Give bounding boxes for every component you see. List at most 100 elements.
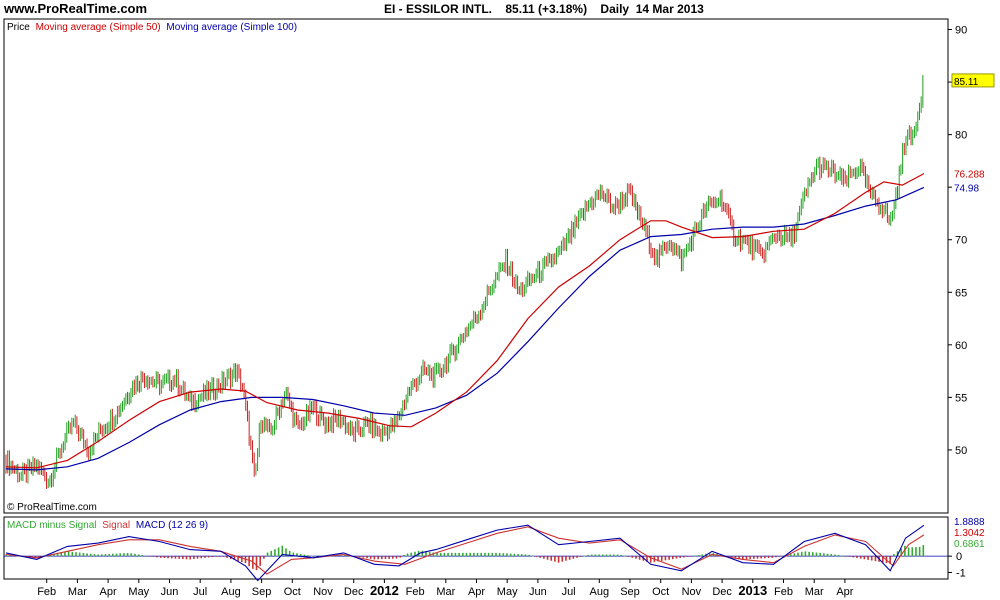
macd-hist-bar [299,553,302,557]
macd-hist-bar [539,556,541,558]
macd-hist-bar [104,554,107,557]
macd-hist-bar [495,552,497,557]
site-name[interactable]: www.ProRealTime.com [4,1,148,16]
macd-hist-bar [277,547,280,557]
macd-hist-bar [572,556,575,559]
macd-hist-bar [848,556,851,557]
macd-hist-bar [152,556,155,557]
price-last-box [952,166,994,180]
macd-hist-bar [686,556,689,557]
macd-hist-bar [406,553,409,557]
macd-hist-bar [141,555,144,557]
macd-hist-bar [889,556,891,564]
macd-hist-bar [145,555,147,557]
macd-hist-bar [550,556,553,561]
macd-hist-bar [856,556,858,559]
macd-hist-bar [237,556,239,561]
macd-hist-bar [259,556,261,566]
macd-hist-bar [764,556,766,559]
macd-hist-bar [108,553,110,557]
macd-hist-bar [5,554,7,557]
macd-hist-bar [218,556,221,557]
x-axis: Feb Mar Apr May Jun Jul Aug Sep Oct Nov Dec 2012 Feb… [37,579,854,598]
macd-hist-bar [112,553,114,557]
macd-hist-bar [207,556,210,558]
macd-hist-bar [904,545,906,557]
macd-hist-bar [749,556,751,560]
x-tick-label: Dec [712,586,732,598]
macd-hist-bar [248,556,250,567]
macd-hist-bar [657,556,659,562]
macd-hist-bar [274,549,276,557]
macd-hist-bar [602,554,604,557]
macd-hist-bar [900,548,903,557]
macd-hist-bar [808,551,810,557]
x-tick-label: Jun [161,586,179,598]
macd-hist-bar [53,554,55,557]
macd-hist-bar [469,552,471,557]
macd-hist-bar [410,552,413,557]
x-tick-label: Apr [100,586,117,598]
macd-hist-bar [804,551,807,557]
price-last-box [952,180,994,194]
macd-hist-bar [362,556,365,558]
macd-hist-bar [881,556,884,563]
price-y-tick-label: 60 [955,340,967,352]
macd-hist-bar [778,556,781,557]
macd-hist-bar [557,556,560,563]
macd-hist-bar [60,552,63,557]
macd-hist-bar [800,551,803,557]
macd-hist-bar [395,556,398,559]
macd-hist-bar [314,556,317,557]
macd-hist-bar [100,554,103,557]
macd-hist-bar [292,552,295,557]
macd-hist-bar [270,550,273,557]
macd-hist-bar [34,556,37,558]
macd-hist-bar [823,553,825,557]
macd-hist-bar [583,555,586,557]
macd-y-tick-label: -1 [956,567,966,579]
x-tick-label: Apr [468,586,485,598]
macd-hist-bar [502,553,505,557]
macd-hist-bar [509,553,512,557]
macd-hist-bar [797,552,799,557]
macd-hist-bar [524,554,527,557]
macd-hist-bar [174,556,177,559]
x-tick-label: May [497,586,518,598]
macd-hist-bar [775,556,777,558]
price-y-axis: 505560657075808590 [948,25,967,457]
macd-hist-bar [392,556,394,559]
x-tick-label: Feb [774,586,793,598]
macd-hist-bar [373,556,376,560]
x-tick-label: 2013 [738,583,767,598]
macd-hist-bar [193,556,195,560]
macd-hist-bar [911,547,914,557]
macd-hist-bar [233,556,236,560]
x-tick-label: 2012 [370,583,399,598]
macd-hist-bar [907,547,910,557]
macd-last-box [952,526,994,538]
macd-hist-bar [587,554,589,557]
x-tick-label: Mar [805,586,824,598]
ma50-line [5,173,925,469]
macd-hist-bar [126,552,129,557]
macd-hist-bar [893,554,895,557]
macd-hist-bar [67,551,70,557]
macd-hist-bar [196,556,199,559]
macd-hist-bar [738,556,740,559]
macd-hist-bar [679,556,681,558]
macd-hist-bar [82,552,85,557]
macd-hist-bar [49,554,52,557]
macd-hist-bar [815,552,818,557]
legend-price-label: Price [7,22,30,33]
x-tick-label: Feb [37,586,56,598]
macd-hist-bar [263,556,265,559]
x-tick-label: Oct [284,586,301,598]
macd-hist-bar [837,555,840,557]
macd-hist-bar [811,552,814,557]
legend-macd: MACD minus Signal Signal MACD (12 26 9) [7,520,208,531]
macd-hist-bar [8,554,11,557]
macd-hist-bar [458,552,460,557]
macd-hist-bar [384,556,387,559]
legend-macd-label: MACD (12 26 9) [136,520,208,531]
